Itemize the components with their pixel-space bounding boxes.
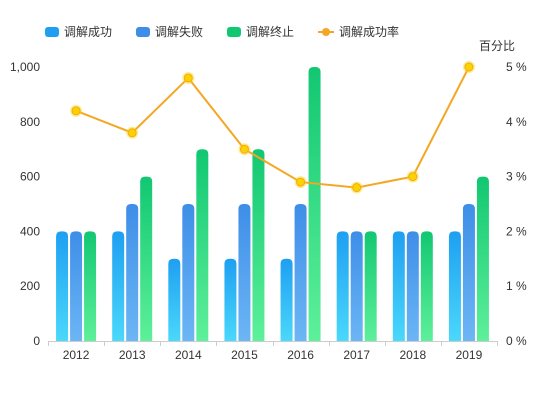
- left-tick-label: 800: [20, 115, 40, 129]
- line-path: [75, 66, 470, 189]
- line-point: [352, 183, 362, 193]
- x-tick-label: 2016: [287, 348, 314, 362]
- right-tick-label: 5 %: [506, 60, 527, 74]
- x-axis: 2012 2013 2014 2015 2016 2017 2018 2019: [48, 341, 498, 362]
- bar: [70, 231, 83, 341]
- right-tick-label: 2 %: [506, 224, 527, 238]
- left-axis: 0 200 400 600 800 1,000: [10, 60, 40, 348]
- line-point: [239, 144, 249, 154]
- bar: [476, 176, 489, 341]
- x-tick-label: 2014: [175, 348, 202, 362]
- x-tick-label: 2015: [231, 348, 258, 362]
- left-tick-label: 0: [33, 334, 40, 348]
- left-tick-label: 200: [20, 279, 40, 293]
- bar: [238, 204, 251, 341]
- bar: [126, 204, 139, 341]
- right-axis: 百分比 0 % 1 % 2 % 3 % 4 % 5 %: [479, 39, 527, 348]
- bar: [350, 231, 363, 341]
- legend: 调解成功 调解失败 调解终止 调解成功率: [45, 24, 399, 39]
- left-tick-label: 1,000: [10, 60, 40, 74]
- right-tick-label: 1 %: [506, 279, 527, 293]
- bar: [56, 231, 69, 341]
- left-tick-label: 600: [20, 170, 40, 184]
- legend-label: 调解成功: [64, 25, 112, 39]
- bar: [182, 204, 195, 341]
- legend-label: 调解失败: [155, 24, 203, 39]
- legend-swatch: [136, 27, 150, 37]
- bar: [392, 231, 405, 341]
- bar: [336, 231, 349, 341]
- x-tick-label: 2012: [63, 348, 90, 362]
- line-point: [408, 172, 418, 182]
- bar: [168, 258, 181, 341]
- bar: [420, 231, 433, 341]
- bar: [112, 231, 125, 341]
- right-axis-name: 百分比: [479, 39, 515, 53]
- x-tick-label: 2017: [343, 348, 370, 362]
- right-tick-label: 4 %: [506, 115, 527, 129]
- line-point: [127, 128, 137, 138]
- bar: [84, 231, 97, 341]
- line-point: [296, 177, 306, 187]
- legend-swatch: [45, 27, 59, 37]
- bar: [448, 231, 461, 341]
- legend-label: 调解终止: [246, 24, 294, 39]
- bar: [406, 231, 419, 341]
- line-point: [71, 106, 81, 116]
- legend-swatch: [227, 27, 241, 37]
- x-tick-label: 2018: [399, 348, 426, 362]
- bar-series: [56, 67, 489, 341]
- x-tick-label: 2013: [119, 348, 146, 362]
- bar: [308, 67, 321, 341]
- bar: [224, 258, 237, 341]
- line-point: [464, 62, 474, 72]
- bar: [196, 149, 209, 341]
- right-tick-label: 0 %: [506, 334, 527, 348]
- bar: [364, 231, 377, 341]
- bar: [294, 204, 307, 341]
- bar: [140, 176, 153, 341]
- bar: [462, 204, 475, 341]
- x-tick-label: 2019: [456, 348, 483, 362]
- left-tick-label: 400: [20, 224, 40, 238]
- legend-label: 调解成功率: [339, 24, 399, 39]
- line-series: [70, 61, 475, 194]
- right-tick-label: 3 %: [506, 170, 527, 184]
- bar: [280, 258, 293, 341]
- line-point: [183, 73, 193, 83]
- legend-marker: [322, 28, 330, 36]
- bar: [252, 149, 265, 341]
